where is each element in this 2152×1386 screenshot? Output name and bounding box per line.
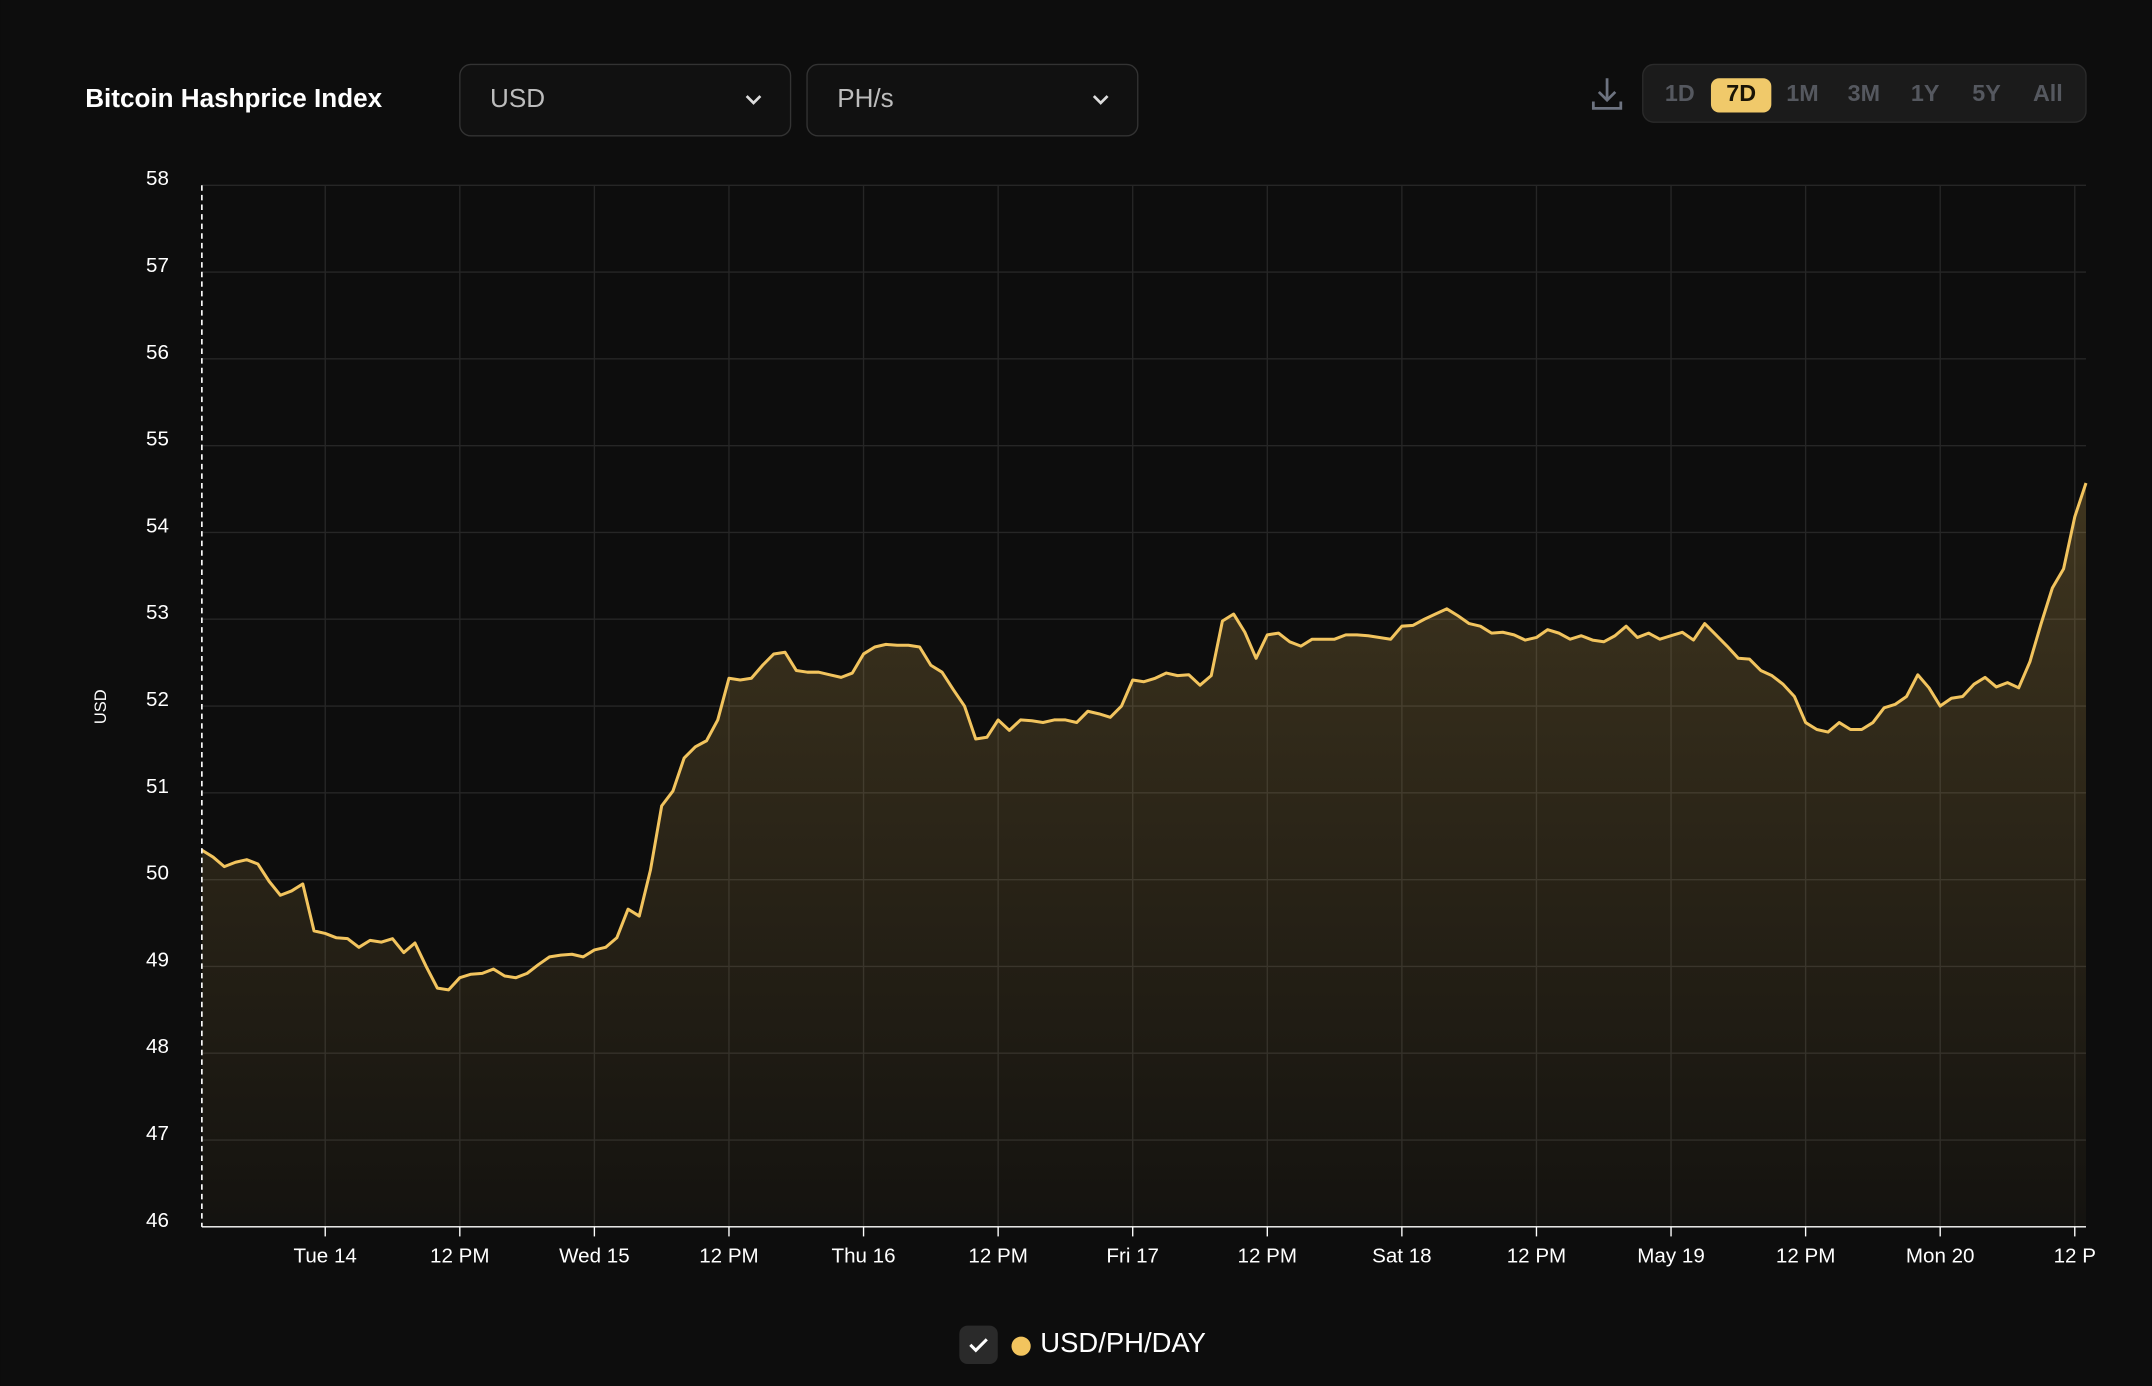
range-label[interactable]: 1M bbox=[1786, 80, 1818, 106]
x-tick-label: 12 P bbox=[2054, 1244, 2096, 1267]
range-button[interactable]: 7D bbox=[1710, 78, 1772, 113]
legend-checkbox[interactable] bbox=[959, 1325, 998, 1365]
range-active-bg[interactable] bbox=[1710, 78, 1772, 113]
legend[interactable]: USD/PH/DAY bbox=[959, 1325, 1206, 1365]
legend-swatch bbox=[1011, 1336, 1031, 1356]
page-title: Bitcoin Hashprice Index bbox=[85, 83, 382, 113]
y-tick-label: 56 bbox=[146, 341, 169, 364]
unit-dropdown[interactable]: PH/s bbox=[806, 63, 1139, 137]
legend-label[interactable]: USD/PH/DAY bbox=[1040, 1327, 1206, 1358]
x-tick-label: 12 PM bbox=[1238, 1244, 1297, 1267]
y-tick-label: 47 bbox=[146, 1122, 169, 1145]
range-label[interactable]: 5Y bbox=[1972, 80, 2001, 106]
y-axis-label: USD bbox=[92, 689, 110, 724]
range-label[interactable]: 3M bbox=[1848, 80, 1880, 106]
y-tick-label: 51 bbox=[146, 775, 169, 798]
range-button[interactable]: 1Y bbox=[1911, 80, 1940, 106]
x-tick-label: Tue 14 bbox=[294, 1244, 357, 1267]
range-label[interactable]: 1D bbox=[1665, 80, 1695, 106]
dropdown-box[interactable] bbox=[806, 63, 1139, 137]
x-tick-label: 12 PM bbox=[968, 1244, 1027, 1267]
y-tick-label: 46 bbox=[146, 1209, 169, 1232]
x-tick-label: Wed 15 bbox=[559, 1244, 630, 1267]
y-tick-label: 54 bbox=[146, 514, 169, 537]
y-tick-label: 52 bbox=[146, 688, 169, 711]
checkmark[interactable] bbox=[969, 1338, 988, 1353]
area-fill bbox=[201, 482, 2086, 1227]
x-tick-label: 12 PM bbox=[1776, 1244, 1835, 1267]
chevron[interactable] bbox=[745, 95, 762, 105]
range-buttons: 1D 7D 1M 3M 1Y 5Y All bbox=[1665, 78, 2063, 113]
range-label[interactable]: 1Y bbox=[1911, 80, 1940, 106]
x-tick-label: 12 PM bbox=[430, 1244, 489, 1267]
y-tick-label: 58 bbox=[146, 167, 169, 190]
x-tick-label: Thu 16 bbox=[832, 1244, 896, 1267]
chevron[interactable] bbox=[1092, 95, 1109, 105]
dropdown-value[interactable]: USD bbox=[490, 83, 545, 113]
currency-dropdown[interactable]: USD bbox=[459, 63, 792, 137]
series-line bbox=[201, 482, 2088, 992]
download-button[interactable] bbox=[1591, 78, 1623, 110]
range-label[interactable]: 7D bbox=[1726, 80, 1756, 106]
x-tick-label: 12 PM bbox=[1507, 1244, 1566, 1267]
y-tick-label: 50 bbox=[146, 862, 169, 885]
y-tick-label: 55 bbox=[146, 428, 169, 451]
range-button[interactable]: 3M bbox=[1848, 80, 1880, 106]
x-tick-label: 12 PM bbox=[699, 1244, 758, 1267]
x-tick-label: Mon 20 bbox=[1906, 1244, 1975, 1267]
range-button[interactable]: All bbox=[2033, 80, 2063, 106]
range-label[interactable]: All bbox=[2033, 80, 2063, 106]
range-button[interactable]: 5Y bbox=[1972, 80, 2001, 106]
y-tick-label: 48 bbox=[146, 1035, 169, 1058]
x-tick-label: Fri 17 bbox=[1106, 1244, 1159, 1267]
y-tick-label: 49 bbox=[146, 948, 169, 971]
x-tick-label: May 19 bbox=[1637, 1244, 1704, 1267]
dropdown-box[interactable] bbox=[459, 63, 792, 137]
x-tick-label: Sat 18 bbox=[1372, 1244, 1432, 1267]
y-tick-label: 53 bbox=[146, 601, 169, 624]
y-tick-label: 57 bbox=[146, 254, 169, 277]
range-button[interactable]: 1D bbox=[1665, 80, 1695, 106]
plot: 46 47 48 49 50 51 52 53 54 55 56 57 58 Tue 14 12 PM Wed… bbox=[92, 167, 2096, 1267]
dropdown-value[interactable]: PH/s bbox=[837, 83, 893, 113]
range-button[interactable]: 1M bbox=[1786, 80, 1818, 106]
download-icon[interactable] bbox=[1591, 78, 1623, 110]
